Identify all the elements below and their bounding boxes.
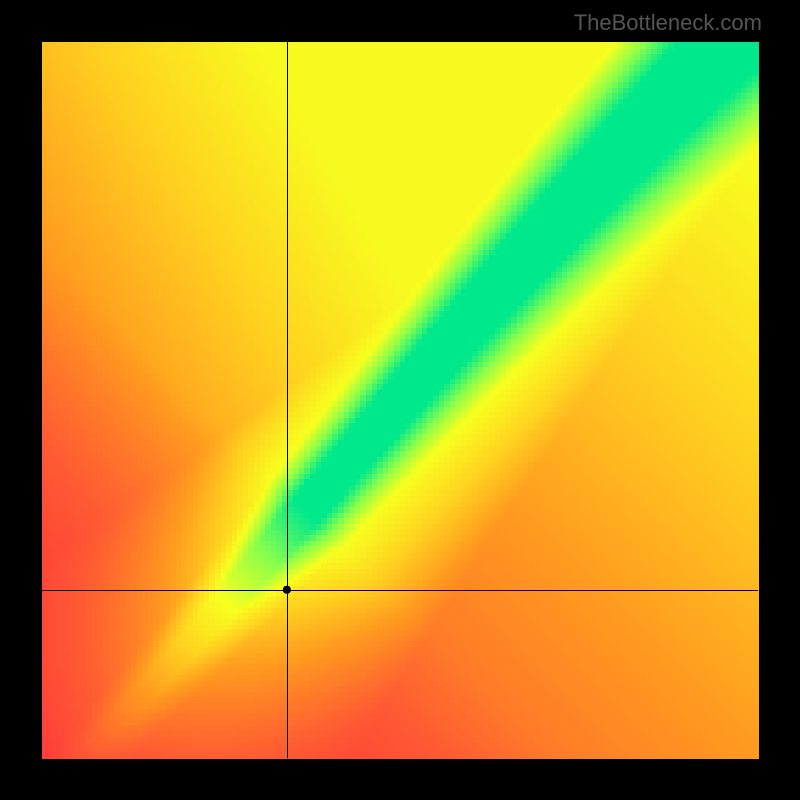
- watermark-text: TheBottleneck.com: [574, 10, 762, 36]
- chart-container: TheBottleneck.com: [0, 0, 800, 800]
- bottleneck-heatmap: [0, 0, 800, 800]
